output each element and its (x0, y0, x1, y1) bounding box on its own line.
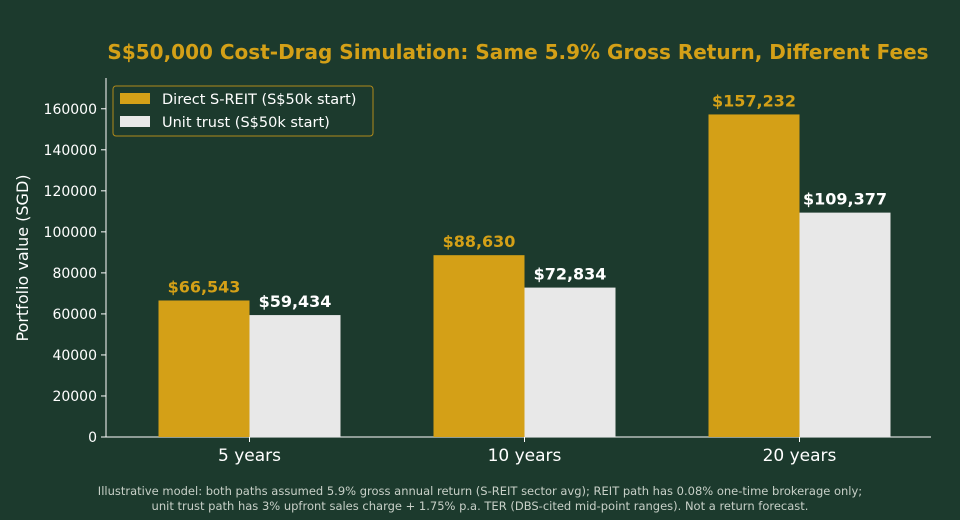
y-axis-label: Portfolio value (SGD) (13, 174, 32, 341)
y-tick-label: 0 (88, 430, 97, 446)
data-label: $157,232 (712, 91, 796, 110)
x-tick-label: 5 years (218, 446, 281, 466)
y-tick-label: 140000 (44, 143, 97, 159)
data-label: $109,377 (803, 190, 887, 209)
footnote-line-2: unit trust path has 3% upfront sales cha… (152, 499, 809, 513)
legend-swatch (120, 93, 150, 104)
legend-swatch (120, 116, 150, 127)
legend: Direct S-REIT (S$50k start) Unit trust (S… (112, 85, 374, 137)
data-labels: $66,543 $59,434 $88,630 $72,834 $157,232 $109… (168, 91, 887, 311)
bar-unit-trust (249, 315, 341, 437)
bars (158, 114, 891, 438)
x-tick-label: 10 years (488, 446, 562, 466)
legend-label: Direct S-REIT (S$50k start) (162, 92, 356, 108)
y-tick-label: 20000 (52, 389, 97, 405)
legend-box (112, 85, 374, 137)
bar-direct-reit (433, 255, 525, 437)
x-tick-label: 20 years (763, 446, 837, 466)
bar-direct-reit (708, 114, 800, 438)
bar-direct-reit (158, 300, 250, 437)
footnote-line-1: Illustrative model: both paths assumed 5… (98, 484, 862, 498)
bar-unit-trust (524, 287, 616, 437)
y-tick-label: 100000 (44, 225, 97, 241)
data-label: $88,630 (443, 232, 516, 251)
bar-unit-trust (799, 212, 891, 437)
y-tick-label: 40000 (52, 348, 97, 364)
y-tick-label: 120000 (44, 184, 97, 200)
y-axis: 0 20000 40000 60000 80000 100000 120000 140000 1… (44, 78, 107, 446)
data-label: $72,834 (534, 265, 607, 284)
data-label: $59,434 (259, 292, 332, 311)
chart-title: S$50,000 Cost-Drag Simulation: Same 5.9%… (107, 40, 928, 64)
legend-label: Unit trust (S$50k start) (162, 115, 330, 131)
data-label: $66,543 (168, 277, 241, 296)
y-tick-label: 160000 (44, 102, 97, 118)
y-tick-label: 60000 (52, 307, 97, 323)
x-axis: 5 years 10 years 20 years (106, 436, 931, 466)
y-tick-label: 80000 (52, 266, 97, 282)
